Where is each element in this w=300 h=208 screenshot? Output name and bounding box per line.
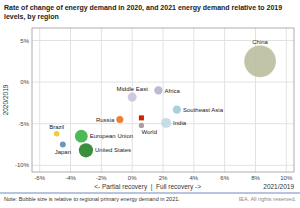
bubble [60, 142, 66, 148]
y-tick-label: 0% [20, 79, 29, 85]
marks-top [139, 115, 144, 120]
x-axis-label: <- Partial recovery | Full recovery -> [94, 183, 201, 191]
bubble [116, 116, 123, 123]
grid-line-x [193, 28, 194, 172]
grid [32, 28, 294, 172]
point-label: European Union [90, 133, 133, 139]
separator [0, 193, 300, 194]
x-tick-label: 4% [189, 175, 198, 181]
x-tick-label: 2% [159, 175, 168, 181]
marker-square [139, 115, 144, 120]
point-label: Brazil [49, 124, 64, 130]
point-label: China [252, 39, 268, 45]
bubble [75, 130, 88, 143]
point-label: Africa [165, 88, 181, 94]
bubble [154, 86, 162, 94]
grid-line-y [32, 82, 294, 83]
point-label: Middle East [116, 86, 148, 92]
title-line: Rate of change of energy demand in 2020,… [4, 4, 282, 12]
x-tick-label: 0% [128, 175, 137, 181]
y-tick-label: 5% [20, 38, 29, 44]
bubble [173, 105, 181, 113]
title-line: levels, by region [4, 13, 59, 21]
grid-line-y [32, 165, 294, 166]
bubble [139, 123, 144, 128]
grid-line-x [224, 28, 225, 172]
bubble [161, 118, 171, 128]
grid-line-x [163, 28, 164, 172]
x-tick-label: 8% [251, 175, 260, 181]
bubble [128, 93, 137, 102]
annotation-note: Note: Bubble size is relative to regiona… [4, 196, 180, 202]
x-tick-label: 6% [220, 175, 229, 181]
marks [54, 45, 276, 157]
bubble [54, 131, 60, 137]
point-label: India [173, 120, 187, 126]
point-label: Russia [96, 117, 115, 123]
bubble [79, 143, 93, 157]
point-label: Southeast Asia [183, 107, 224, 113]
x-tick-label: -2% [96, 175, 107, 181]
point-label: Japan [55, 149, 71, 155]
chart: Rate of change of energy demand in 2020,… [0, 0, 300, 208]
point-labels: China India Southeast Asia Africa Middle Eas… [49, 39, 268, 155]
plot-frame [32, 28, 294, 172]
grid-line-x [286, 28, 287, 172]
title: Rate of change of energy demand in 2020,… [4, 4, 282, 21]
y-tick-label: -10% [15, 162, 30, 168]
y-tick-label: -5% [18, 121, 29, 127]
point-label: World [141, 129, 157, 135]
x-tick-label: -6% [34, 175, 45, 181]
grid-line-x [39, 28, 40, 172]
point-label: United States [95, 147, 131, 153]
x-tick-label: 10% [280, 175, 293, 181]
annotation-x-secondary: 2021/2019 [263, 183, 294, 190]
plot-background [32, 28, 294, 172]
y-axis-label: 2020/2019 [2, 84, 9, 115]
bubble [244, 45, 276, 77]
x-tick-label: -4% [65, 175, 76, 181]
annotation-copyright: IEA. All rights reserved. [239, 196, 297, 202]
